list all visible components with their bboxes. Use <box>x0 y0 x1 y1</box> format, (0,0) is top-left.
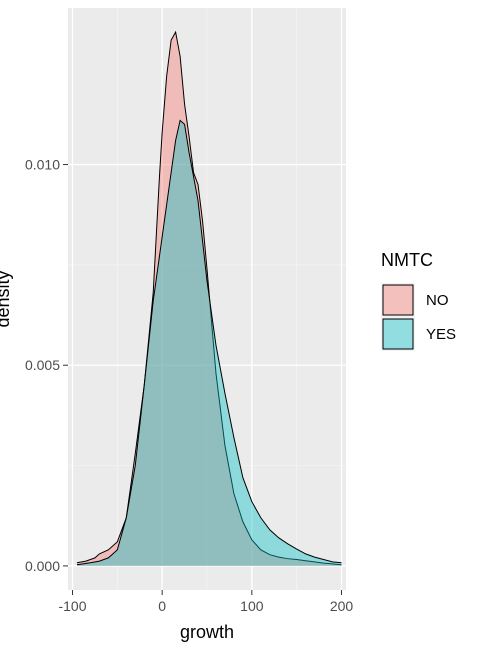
x-tick-label: 200 <box>330 598 354 614</box>
x-tick-label: 0 <box>158 598 166 614</box>
y-axis-title: density <box>0 270 13 327</box>
legend-swatch-no <box>383 285 413 315</box>
legend-label-yes: YES <box>426 326 456 343</box>
x-axis-title: growth <box>180 622 234 642</box>
legend-label-no: NO <box>426 292 449 309</box>
y-tick-label: 0.010 <box>25 157 60 173</box>
y-axis-ticks: 0.000 0.005 0.010 <box>25 157 68 574</box>
y-tick-label: 0.005 <box>25 357 60 373</box>
legend: NMTC NO YES <box>381 250 456 351</box>
legend-swatch-yes <box>383 319 413 349</box>
x-axis-ticks: -100 0 100 200 <box>58 590 353 614</box>
y-tick-label: 0.000 <box>25 558 60 574</box>
x-tick-label: -100 <box>58 598 86 614</box>
legend-title: NMTC <box>381 250 433 270</box>
x-tick-label: 100 <box>240 598 264 614</box>
